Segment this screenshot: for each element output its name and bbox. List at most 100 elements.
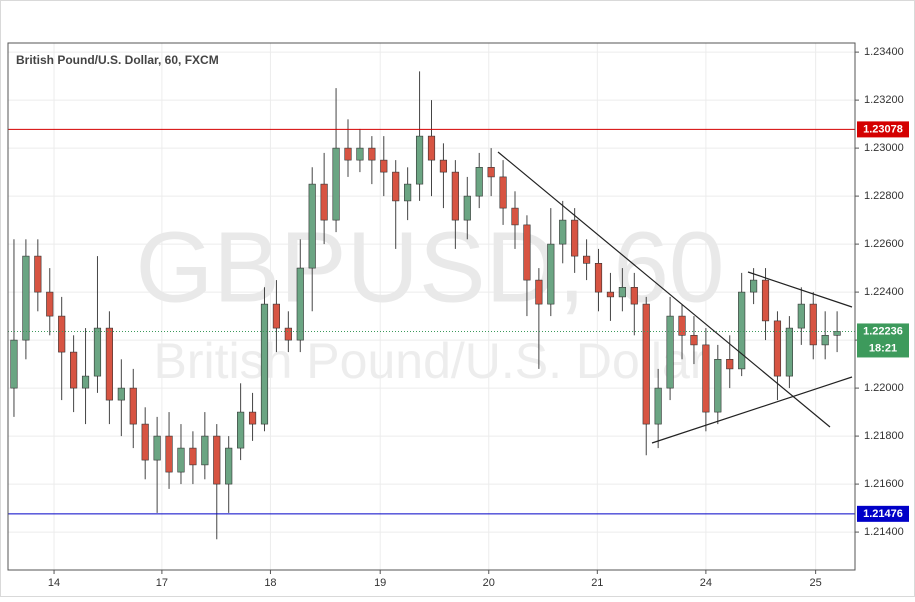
candle-body — [678, 315, 686, 336]
candle-body — [213, 435, 221, 485]
candle-body — [666, 315, 674, 389]
candle-body — [499, 176, 507, 209]
candle-body — [332, 147, 340, 221]
candle-body — [809, 303, 817, 346]
y-tick-label: 1.21800 — [864, 430, 904, 442]
price-level-tag — [857, 121, 909, 138]
candle-body — [415, 135, 424, 185]
candle-body — [308, 183, 316, 269]
candle-body — [642, 303, 650, 425]
candle-body — [165, 435, 173, 473]
y-tick-label: 1.22400 — [864, 286, 904, 298]
candle-body — [58, 315, 66, 353]
candle-body — [630, 287, 638, 305]
watermark-symbol: GBPUSD, 60 — [135, 211, 724, 323]
candle-body — [344, 147, 352, 161]
x-tick-label: 19 — [374, 577, 386, 589]
candle-body — [225, 447, 233, 485]
candle-body — [439, 159, 448, 173]
candle-body — [380, 159, 388, 173]
candle-body — [153, 435, 161, 461]
candle-body — [81, 375, 90, 389]
candle-body — [34, 255, 42, 293]
plot-border — [7, 42, 856, 571]
candle-body — [594, 263, 603, 293]
y-tick-label: 1.22000 — [864, 382, 904, 394]
candle-body — [368, 147, 376, 161]
candle-body — [475, 167, 483, 197]
trend-lines — [497, 151, 853, 444]
candle-body — [750, 279, 758, 293]
price-level-label: 1.23078 — [863, 123, 903, 135]
candle-body — [654, 387, 662, 425]
candle-body — [726, 358, 734, 370]
candle-body — [571, 219, 579, 257]
candle-body — [547, 243, 555, 305]
price-level-tag — [857, 505, 909, 522]
watermark-name: British Pound/U.S. Dollar — [153, 333, 706, 389]
x-tick-label: 25 — [810, 577, 822, 589]
candle-body — [260, 303, 269, 425]
candle-body — [761, 279, 770, 322]
candle-body — [535, 279, 543, 305]
candle-body — [738, 291, 746, 370]
candle-body — [833, 331, 841, 336]
candle-body — [105, 327, 113, 401]
candle-body — [511, 207, 519, 226]
candle-body — [320, 183, 328, 221]
candle-body — [237, 411, 245, 449]
x-tick-label: 21 — [591, 577, 603, 589]
candle-body — [141, 423, 149, 461]
candle-body — [117, 387, 125, 401]
candle-body — [296, 267, 304, 341]
candle-body — [702, 344, 710, 413]
last-price-tag — [857, 323, 909, 358]
candle-body — [773, 320, 782, 377]
candle-body — [785, 327, 793, 377]
candle-body — [404, 183, 412, 202]
y-tick-label: 1.21400 — [864, 526, 904, 538]
candle-body — [690, 334, 698, 346]
candle-body — [559, 219, 567, 245]
candle-body — [129, 387, 137, 425]
candle-body — [201, 435, 209, 466]
countdown-label: 18:21 — [869, 342, 897, 354]
trend-line — [497, 151, 831, 428]
price-level-label: 1.21476 — [863, 508, 903, 520]
y-tick-label: 1.22600 — [864, 238, 904, 250]
x-tick-label: 18 — [264, 577, 276, 589]
candle-body — [427, 135, 436, 161]
trend-line — [651, 376, 853, 444]
candle-body — [583, 255, 591, 264]
trend-line — [747, 271, 853, 308]
candle-body — [93, 327, 102, 377]
candle-body — [248, 411, 257, 425]
candle-body — [22, 255, 30, 341]
x-tick-label: 20 — [483, 577, 495, 589]
candle-body — [392, 171, 400, 202]
candle-body — [714, 358, 722, 413]
candle-body — [821, 334, 829, 346]
candle-body — [189, 447, 197, 466]
y-tick-label: 1.22800 — [864, 190, 904, 202]
candle-body — [70, 351, 78, 389]
candle-body — [523, 224, 531, 281]
y-tick-label: 1.21600 — [864, 478, 904, 490]
last-price-label: 1.22236 — [863, 325, 903, 337]
y-tick-label: 1.23400 — [864, 46, 904, 58]
x-tick-label: 17 — [156, 577, 168, 589]
candle-body — [463, 195, 471, 221]
candle-body — [356, 147, 364, 161]
candle-body — [618, 287, 626, 298]
candle-body — [10, 339, 18, 389]
y-tick-label: 1.23200 — [864, 94, 904, 106]
y-tick-label: 1.23000 — [864, 142, 904, 154]
candle-body — [177, 447, 185, 473]
candle-body — [451, 171, 459, 221]
candle-body — [797, 303, 805, 329]
chart-title: British Pound/U.S. Dollar, 60, FXCM — [16, 53, 219, 67]
x-tick-label: 14 — [48, 577, 60, 589]
candle-body — [272, 303, 280, 329]
candle-body — [46, 291, 54, 317]
